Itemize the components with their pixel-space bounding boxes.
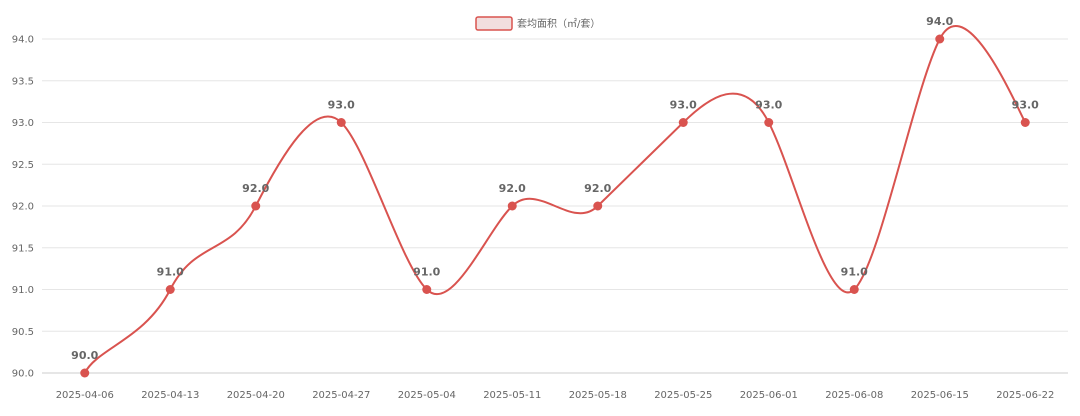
x-tick-label: 2025-06-08	[825, 390, 883, 401]
x-tick-label: 2025-05-25	[654, 390, 712, 401]
data-label: 92.0	[242, 182, 269, 195]
data-point	[679, 118, 688, 127]
x-tick-label: 2025-04-13	[141, 390, 199, 401]
y-tick-label: 90.0	[12, 369, 34, 380]
data-label: 94.0	[926, 15, 953, 28]
data-point	[935, 35, 944, 44]
x-tick-label: 2025-05-11	[483, 390, 541, 401]
x-tick-label: 2025-06-01	[740, 390, 798, 401]
data-point	[166, 285, 175, 294]
data-point	[508, 202, 517, 211]
x-tick-label: 2025-04-06	[56, 390, 114, 401]
x-tick-label: 2025-04-27	[312, 390, 370, 401]
y-tick-label: 92.0	[12, 202, 34, 213]
y-tick-label: 94.0	[12, 35, 34, 46]
y-tick-label: 93.5	[12, 76, 34, 87]
x-tick-label: 2025-05-04	[398, 390, 456, 401]
data-label: 91.0	[413, 266, 440, 279]
data-point	[764, 118, 773, 127]
y-tick-label: 91.5	[12, 243, 34, 254]
y-tick-label: 93.0	[12, 118, 34, 129]
y-tick-label: 92.5	[12, 160, 34, 171]
data-label: 92.0	[584, 182, 611, 195]
data-point	[251, 202, 260, 211]
data-label: 93.0	[755, 99, 782, 112]
data-point	[1021, 118, 1030, 127]
x-axis-ticks: 2025-04-06 2025-04-13 2025-04-20 2025-04-27…	[56, 390, 1055, 401]
y-tick-label: 91.0	[12, 285, 34, 296]
x-tick-label: 2025-04-20	[227, 390, 285, 401]
data-label: 92.0	[499, 182, 526, 195]
data-point	[593, 202, 602, 211]
data-label: 91.0	[841, 266, 868, 279]
x-tick-label: 2025-06-22	[996, 390, 1054, 401]
data-label: 91.0	[157, 266, 184, 279]
data-point	[80, 369, 89, 378]
legend-swatch	[476, 17, 512, 30]
data-point	[422, 285, 431, 294]
data-label: 93.0	[1012, 99, 1039, 112]
data-label: 90.0	[71, 349, 98, 362]
y-tick-label: 90.5	[12, 327, 34, 338]
data-labels: 90.0 91.0 92.0 93.0 91.0 92.0 92.0 93.0 93.0 91.0…	[71, 15, 1039, 362]
data-point	[850, 285, 859, 294]
series-line	[85, 26, 1026, 373]
x-tick-label: 2025-05-18	[569, 390, 627, 401]
y-axis-ticks: 90.0 90.5 91.0 91.5 92.0 92.5 93.0 93.5 94.0	[12, 35, 34, 380]
data-label: 93.0	[670, 99, 697, 112]
legend[interactable]: 套均面积（㎡/套）	[476, 17, 600, 30]
legend-label: 套均面积（㎡/套）	[517, 17, 600, 30]
data-point	[337, 118, 346, 127]
x-tick-label: 2025-06-15	[911, 390, 969, 401]
data-label: 93.0	[328, 99, 355, 112]
